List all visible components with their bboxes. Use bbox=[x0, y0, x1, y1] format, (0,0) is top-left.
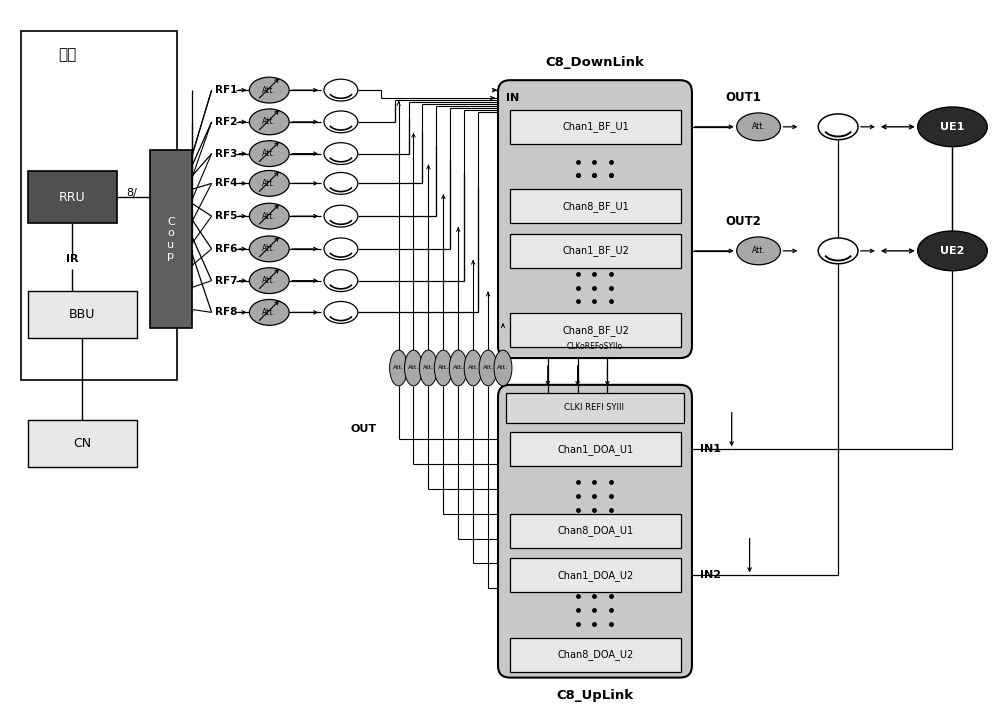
Bar bbox=[21, 31, 177, 380]
Ellipse shape bbox=[249, 236, 289, 262]
Text: 8/: 8/ bbox=[127, 188, 137, 198]
Bar bbox=[506, 393, 684, 422]
Bar bbox=[510, 110, 681, 144]
Text: Chan8_BF_U1: Chan8_BF_U1 bbox=[562, 201, 629, 212]
Text: Att.: Att. bbox=[752, 246, 765, 255]
Text: OUT2: OUT2 bbox=[726, 214, 762, 228]
Ellipse shape bbox=[249, 268, 289, 294]
Text: Att.: Att. bbox=[752, 122, 765, 132]
Ellipse shape bbox=[494, 350, 512, 386]
Text: Att.: Att. bbox=[497, 366, 509, 371]
Text: BBU: BBU bbox=[69, 308, 96, 321]
Bar bbox=[510, 514, 681, 547]
Text: C8_DownLink: C8_DownLink bbox=[545, 56, 644, 69]
Ellipse shape bbox=[390, 350, 408, 386]
Ellipse shape bbox=[324, 270, 358, 292]
Text: Att.: Att. bbox=[262, 276, 276, 285]
FancyBboxPatch shape bbox=[498, 385, 692, 678]
Ellipse shape bbox=[419, 350, 437, 386]
Text: Chan8_DOA_U2: Chan8_DOA_U2 bbox=[557, 649, 634, 660]
Bar bbox=[150, 150, 192, 329]
Ellipse shape bbox=[324, 111, 358, 133]
Ellipse shape bbox=[324, 302, 358, 324]
Bar bbox=[510, 638, 681, 672]
Ellipse shape bbox=[324, 79, 358, 101]
Bar bbox=[28, 419, 137, 467]
Text: Att.: Att. bbox=[262, 308, 276, 317]
Bar bbox=[510, 313, 681, 347]
Bar bbox=[510, 558, 681, 593]
Ellipse shape bbox=[818, 238, 858, 264]
Text: Chan1_BF_U2: Chan1_BF_U2 bbox=[562, 246, 629, 257]
Text: CLKoREFoSYIIo: CLKoREFoSYIIo bbox=[566, 342, 623, 350]
Text: Chan1_BF_U1: Chan1_BF_U1 bbox=[562, 121, 629, 132]
Text: Att.: Att. bbox=[262, 117, 276, 126]
Ellipse shape bbox=[479, 350, 497, 386]
Ellipse shape bbox=[324, 172, 358, 194]
Text: IN2: IN2 bbox=[700, 571, 721, 580]
Ellipse shape bbox=[249, 141, 289, 166]
Text: RF6: RF6 bbox=[215, 244, 237, 254]
Text: Att.: Att. bbox=[262, 149, 276, 158]
Bar bbox=[510, 433, 681, 466]
Text: Att.: Att. bbox=[262, 86, 276, 95]
Text: C8_UpLink: C8_UpLink bbox=[556, 689, 633, 702]
Bar bbox=[28, 172, 117, 223]
Ellipse shape bbox=[324, 142, 358, 164]
Ellipse shape bbox=[818, 114, 858, 140]
Text: Att.: Att. bbox=[483, 366, 494, 371]
Ellipse shape bbox=[918, 107, 987, 147]
Text: Att.: Att. bbox=[468, 366, 479, 371]
Ellipse shape bbox=[449, 350, 467, 386]
Text: C
o
u
p: C o u p bbox=[167, 217, 175, 262]
Ellipse shape bbox=[249, 109, 289, 134]
Text: OUT1: OUT1 bbox=[726, 91, 762, 103]
Text: CLKI REFI SYIII: CLKI REFI SYIII bbox=[564, 403, 624, 412]
Text: RF1: RF1 bbox=[215, 85, 237, 95]
Text: RF2: RF2 bbox=[215, 117, 237, 126]
Ellipse shape bbox=[464, 350, 482, 386]
Text: 基站: 基站 bbox=[58, 47, 77, 62]
Text: RF4: RF4 bbox=[215, 178, 237, 188]
Text: RF7: RF7 bbox=[215, 276, 237, 286]
Text: OUT: OUT bbox=[351, 425, 377, 435]
Text: Att.: Att. bbox=[438, 366, 449, 371]
Text: Att.: Att. bbox=[393, 366, 404, 371]
Bar bbox=[28, 291, 137, 338]
Text: IN1: IN1 bbox=[700, 444, 721, 454]
Bar bbox=[510, 234, 681, 268]
Ellipse shape bbox=[249, 300, 289, 325]
Text: IR: IR bbox=[66, 254, 79, 264]
Text: Chan8_DOA_U1: Chan8_DOA_U1 bbox=[557, 526, 634, 537]
Ellipse shape bbox=[434, 350, 452, 386]
Ellipse shape bbox=[918, 231, 987, 270]
Text: Att.: Att. bbox=[408, 366, 419, 371]
Ellipse shape bbox=[324, 205, 358, 227]
Text: RF8: RF8 bbox=[215, 308, 237, 318]
Text: RF5: RF5 bbox=[215, 211, 237, 221]
Text: UE1: UE1 bbox=[940, 122, 965, 132]
Bar bbox=[510, 189, 681, 223]
Text: RRU: RRU bbox=[59, 190, 86, 204]
Text: IN: IN bbox=[506, 93, 519, 103]
Text: RF3: RF3 bbox=[215, 148, 237, 158]
Ellipse shape bbox=[249, 77, 289, 103]
Text: Chan1_DOA_U1: Chan1_DOA_U1 bbox=[557, 444, 634, 455]
Text: UE2: UE2 bbox=[940, 246, 965, 256]
Text: Chan1_DOA_U2: Chan1_DOA_U2 bbox=[557, 570, 634, 581]
Text: Att.: Att. bbox=[423, 366, 434, 371]
Text: Chan8_BF_U2: Chan8_BF_U2 bbox=[562, 325, 629, 336]
Text: Att.: Att. bbox=[262, 244, 276, 254]
Text: Att.: Att. bbox=[453, 366, 464, 371]
Text: Att.: Att. bbox=[262, 212, 276, 220]
Text: CN: CN bbox=[73, 437, 91, 450]
Ellipse shape bbox=[737, 237, 780, 265]
Ellipse shape bbox=[737, 113, 780, 141]
Ellipse shape bbox=[405, 350, 422, 386]
Ellipse shape bbox=[249, 171, 289, 196]
Ellipse shape bbox=[249, 204, 289, 229]
Ellipse shape bbox=[324, 238, 358, 260]
FancyBboxPatch shape bbox=[498, 80, 692, 358]
Text: Att.: Att. bbox=[262, 179, 276, 188]
